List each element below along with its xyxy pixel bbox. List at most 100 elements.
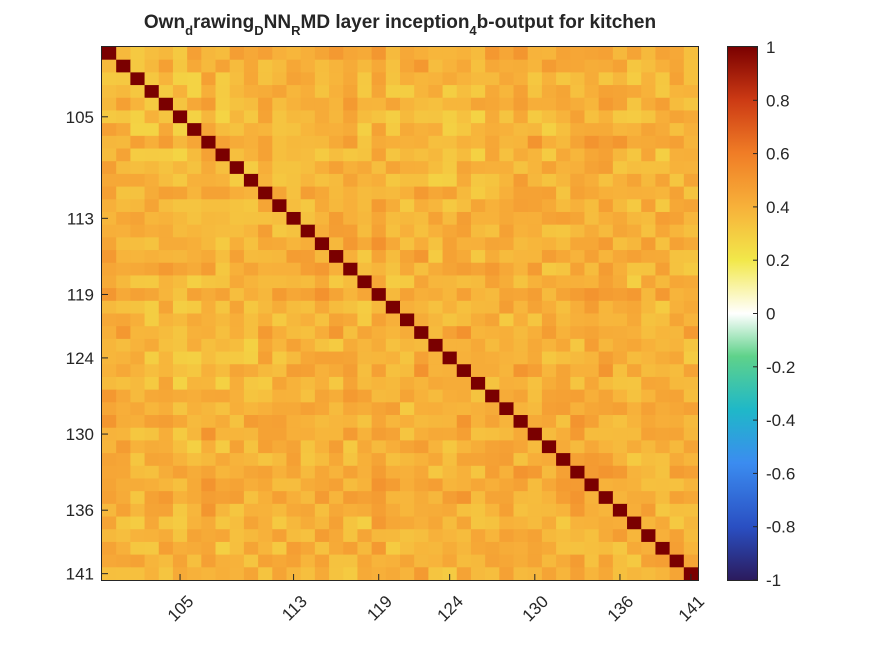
heatmap-cell (570, 338, 586, 353)
heatmap-cell (527, 516, 543, 530)
heatmap-cell (584, 237, 600, 251)
heatmap-cell (541, 427, 557, 441)
heatmap-cell (570, 427, 586, 441)
heatmap-cell (612, 97, 628, 112)
heatmap-cell (456, 427, 472, 441)
heatmap-cell (116, 554, 131, 568)
heatmap-cell (243, 250, 259, 264)
heatmap-cell (499, 402, 515, 416)
heatmap-cell (371, 389, 387, 403)
heatmap-cell (442, 72, 458, 86)
heatmap-cell (158, 567, 174, 581)
heatmap-cell (683, 415, 699, 429)
heatmap-cell (272, 313, 288, 327)
heatmap-cell (343, 173, 359, 188)
heatmap-cell (400, 313, 415, 327)
heatmap-cell (556, 503, 571, 518)
heatmap-cell (442, 554, 458, 568)
heatmap-cell (229, 313, 245, 327)
heatmap-cell (456, 516, 472, 530)
heatmap-cell (584, 135, 600, 150)
heatmap-cell (598, 541, 614, 556)
heatmap-cell (414, 288, 429, 302)
heatmap-cell (414, 415, 429, 429)
heatmap-cell (513, 186, 529, 200)
heatmap-cell (272, 173, 288, 188)
heatmap-cell (116, 453, 131, 467)
heatmap-cell (258, 313, 273, 327)
heatmap-cell (187, 338, 202, 353)
heatmap-cell (584, 148, 600, 162)
heatmap-cell (300, 326, 316, 340)
heatmap-cell (343, 97, 359, 112)
heatmap-cell (470, 135, 486, 150)
heatmap-cell (527, 123, 543, 137)
heatmap-cell (329, 250, 344, 264)
heatmap-cell (215, 491, 231, 505)
heatmap-cell (172, 351, 188, 365)
heatmap-cell (385, 453, 401, 467)
heatmap-cell (556, 288, 571, 302)
heatmap-cell (485, 326, 500, 340)
heatmap-cell (343, 186, 359, 200)
heatmap-cell (541, 148, 557, 162)
heatmap-cell (456, 148, 472, 162)
heatmap-cell (612, 161, 628, 175)
heatmap-cell (300, 503, 316, 518)
heatmap-cell (201, 554, 217, 568)
heatmap-cell (243, 110, 259, 124)
heatmap-cell (116, 262, 131, 277)
heatmap-cell (102, 338, 117, 353)
heatmap-cell (229, 402, 245, 416)
heatmap-cell (541, 338, 557, 353)
heatmap-cell (683, 491, 699, 505)
heatmap-cell (470, 478, 486, 492)
heatmap-cell (172, 503, 188, 518)
heatmap-cell (428, 554, 444, 568)
heatmap-cell (442, 402, 458, 416)
heatmap-cell (187, 364, 202, 378)
heatmap-cell (329, 186, 344, 200)
heatmap-cell (300, 541, 316, 556)
heatmap-cell (414, 313, 429, 327)
heatmap-cell (570, 250, 586, 264)
heatmap-cell (655, 97, 671, 112)
heatmap-cell (385, 211, 401, 226)
heatmap-cell (300, 72, 316, 86)
heatmap-cell (598, 72, 614, 86)
heatmap-cell (513, 97, 529, 112)
heatmap-cell (485, 453, 500, 467)
heatmap-cell (400, 250, 415, 264)
heatmap-cell (556, 148, 571, 162)
heatmap-cell (570, 541, 586, 556)
heatmap-cell (470, 110, 486, 124)
heatmap-cell (286, 478, 302, 492)
heatmap-cell (414, 389, 429, 403)
heatmap-cell (570, 326, 586, 340)
heatmap-cell (102, 389, 117, 403)
heatmap-cell (470, 199, 486, 213)
heatmap-cell (300, 161, 316, 175)
heatmap-cell (314, 338, 330, 353)
heatmap-cell (187, 211, 202, 226)
heatmap-cell (470, 440, 486, 454)
heatmap-cell (102, 211, 117, 226)
heatmap-cell (655, 541, 671, 556)
heatmap-cell (612, 364, 628, 378)
heatmap-cell (102, 300, 117, 315)
heatmap-cell (556, 72, 571, 86)
heatmap-cell (158, 224, 174, 238)
heatmap-cell (371, 364, 387, 378)
heatmap-cell (229, 427, 245, 441)
heatmap-cell (627, 402, 642, 416)
heatmap-cell (286, 135, 302, 150)
heatmap-cell (442, 300, 458, 315)
heatmap-cell (314, 173, 330, 188)
heatmap-cell (172, 364, 188, 378)
heatmap-cell (499, 503, 515, 518)
heatmap-cell (130, 402, 146, 416)
heatmap-cell (470, 300, 486, 315)
heatmap-cell (499, 59, 515, 73)
heatmap-cell (442, 415, 458, 429)
heatmap-cell (556, 262, 571, 277)
